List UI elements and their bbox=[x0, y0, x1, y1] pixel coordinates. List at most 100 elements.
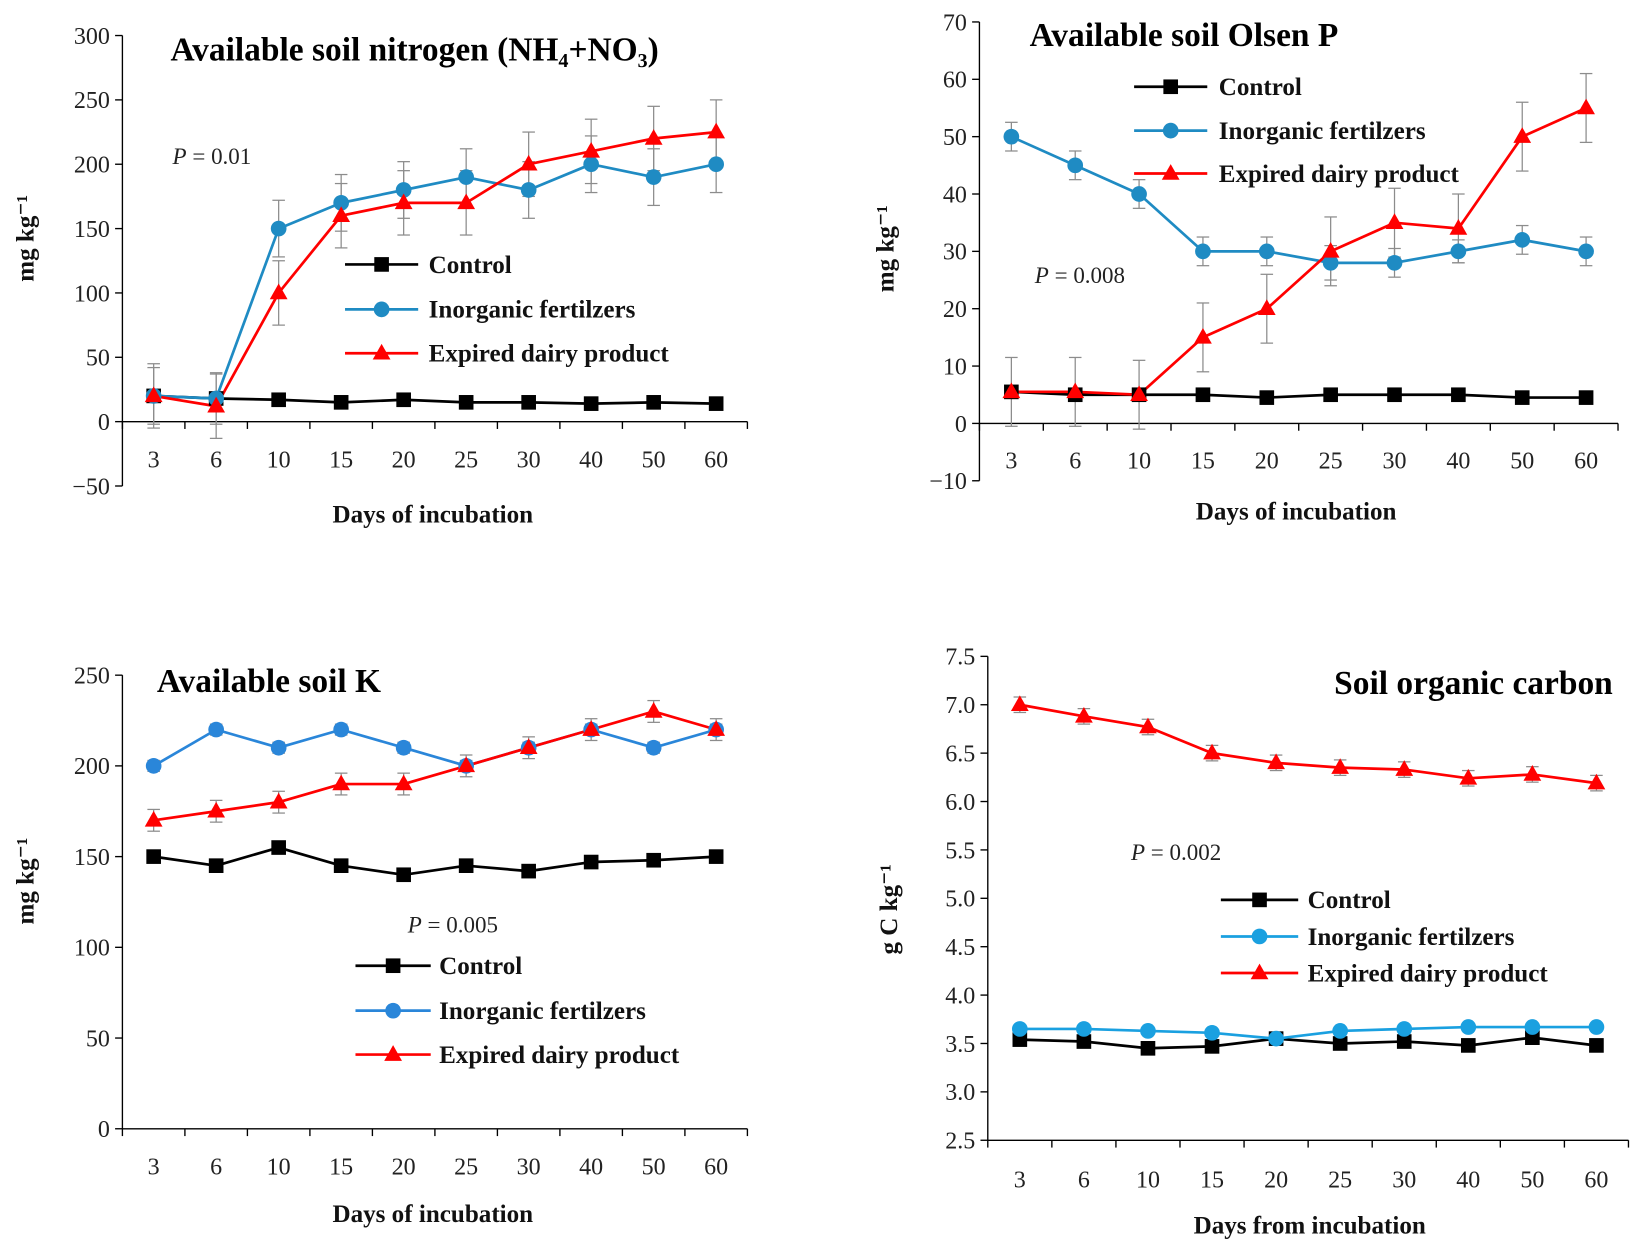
x-tick-label: 25 bbox=[454, 448, 478, 474]
legend-label: Control bbox=[1219, 74, 1302, 101]
legend-marker bbox=[1162, 122, 1179, 139]
x-tick-label: 3 bbox=[1005, 448, 1017, 474]
point-dairy bbox=[1331, 758, 1350, 774]
point-control bbox=[1195, 387, 1211, 403]
legend-item-inorganic: Inorganic fertilzers bbox=[355, 998, 646, 1025]
y-tick-label: 300 bbox=[74, 24, 110, 50]
x-tick-label: 40 bbox=[1446, 448, 1470, 474]
legend: Control Inorganic fertilzers Expired dairy… bbox=[1134, 74, 1460, 188]
x-axis-label: Days of incubation bbox=[332, 502, 533, 529]
p-symbol: P bbox=[172, 144, 187, 169]
y-tick-label: 60 bbox=[943, 68, 967, 94]
point-inorganic bbox=[395, 182, 412, 198]
point-inorganic bbox=[708, 156, 724, 173]
point-dairy bbox=[394, 193, 413, 210]
legend-item-inorganic: Inorganic fertilzers bbox=[345, 297, 636, 324]
point-inorganic bbox=[458, 169, 474, 185]
point-control bbox=[271, 392, 286, 408]
x-tick-label: 10 bbox=[267, 1155, 291, 1181]
point-control bbox=[1514, 390, 1530, 405]
point-control bbox=[1451, 387, 1466, 403]
point-inorganic bbox=[1195, 243, 1211, 260]
x-tick-label: 60 bbox=[1574, 448, 1598, 474]
y-tick-label: 70 bbox=[943, 10, 967, 36]
point-inorganic bbox=[333, 195, 349, 211]
p-symbol: P bbox=[407, 912, 422, 937]
point-control bbox=[521, 863, 536, 879]
point-control bbox=[1204, 1039, 1220, 1054]
point-control bbox=[1589, 1038, 1604, 1053]
y-tick-label: −50 bbox=[72, 474, 110, 500]
legend-item-dairy: Expired dairy product bbox=[1220, 960, 1548, 987]
point-dairy bbox=[394, 774, 413, 791]
point-inorganic bbox=[270, 220, 287, 237]
legend-item-control: Control bbox=[1220, 887, 1391, 914]
point-control bbox=[521, 395, 536, 410]
point-control bbox=[1332, 1036, 1348, 1051]
y-axis-label: mg kg⁻¹ bbox=[873, 205, 900, 292]
point-control bbox=[1012, 1032, 1028, 1047]
x-tick-label: 3 bbox=[148, 1155, 160, 1181]
point-dairy bbox=[1321, 241, 1340, 258]
point-dairy bbox=[269, 792, 288, 809]
point-control bbox=[708, 396, 724, 411]
chart-nitrogen: −50 0 50 100 150 200 250 300 3 6 10 15 20 25 30 40 50 60 C… bbox=[13, 24, 749, 529]
point-dairy bbox=[1513, 127, 1532, 143]
point-dairy bbox=[332, 774, 351, 791]
x-axis-label: Days from incubation bbox=[1194, 1212, 1426, 1239]
x-tick-label: 25 bbox=[1319, 448, 1343, 474]
point-dairy bbox=[1523, 765, 1542, 781]
x-tick-label: 25 bbox=[1328, 1167, 1352, 1193]
x-tick-label: 15 bbox=[329, 1155, 353, 1181]
y-tick-label: 3.0 bbox=[945, 1080, 975, 1106]
point-dairy bbox=[1130, 385, 1148, 402]
point-inorganic bbox=[1588, 1019, 1605, 1035]
series-line-control bbox=[1011, 390, 1587, 399]
x-tick-label: 30 bbox=[1392, 1167, 1416, 1193]
point-control bbox=[1525, 1030, 1540, 1045]
x-axis-label: Days of incubation bbox=[1196, 498, 1397, 525]
y-tick-label: 2.5 bbox=[945, 1129, 975, 1155]
series-line-dairy bbox=[1011, 106, 1587, 397]
legend-label: Inorganic fertilzers bbox=[1308, 924, 1515, 951]
point-inorganic bbox=[270, 739, 287, 756]
point-control bbox=[1387, 387, 1402, 403]
point-control bbox=[1396, 1034, 1412, 1049]
x-tick-label: 50 bbox=[1520, 1167, 1544, 1193]
x-tick-label: 15 bbox=[1191, 448, 1215, 474]
x-tick-label: 30 bbox=[1383, 448, 1407, 474]
point-control bbox=[646, 852, 661, 868]
x-tick-label: 40 bbox=[579, 1155, 603, 1181]
point-dairy bbox=[1002, 382, 1021, 399]
chart-title: Soil organic carbon bbox=[1334, 665, 1613, 702]
y-tick-label: 100 bbox=[74, 281, 110, 307]
point-dairy bbox=[1449, 219, 1468, 235]
legend-marker bbox=[1251, 928, 1268, 945]
p-value: = 0.002 bbox=[1145, 840, 1221, 865]
point-control bbox=[1076, 1034, 1092, 1049]
point-inorganic bbox=[395, 739, 412, 756]
point-dairy bbox=[582, 141, 601, 158]
point-dairy bbox=[519, 738, 538, 755]
x-tick-label: 15 bbox=[1200, 1167, 1224, 1193]
y-tick-label: 150 bbox=[74, 217, 110, 243]
y-tick-label: 7.5 bbox=[945, 645, 975, 671]
point-dairy bbox=[1203, 743, 1221, 760]
legend: Control Inorganic fertilzers Expired dairy… bbox=[355, 953, 680, 1069]
point-control bbox=[646, 395, 661, 410]
y-tick-label: 4.0 bbox=[945, 983, 975, 1009]
point-control bbox=[1259, 390, 1275, 405]
point-inorganic bbox=[1140, 1023, 1156, 1039]
p-value-annotation: P = 0.005 bbox=[407, 912, 498, 937]
x-tick-label: 3 bbox=[1014, 1167, 1026, 1193]
y-tick-label: 200 bbox=[74, 754, 110, 780]
point-dairy bbox=[1010, 695, 1029, 712]
x-tick-label: 20 bbox=[392, 448, 416, 474]
point-inorganic bbox=[1524, 1019, 1541, 1035]
y-tick-label: 3.5 bbox=[945, 1032, 975, 1058]
point-dairy bbox=[457, 193, 476, 210]
x-tick-label: 6 bbox=[210, 448, 222, 474]
point-dairy bbox=[707, 122, 726, 139]
point-control bbox=[333, 395, 349, 410]
